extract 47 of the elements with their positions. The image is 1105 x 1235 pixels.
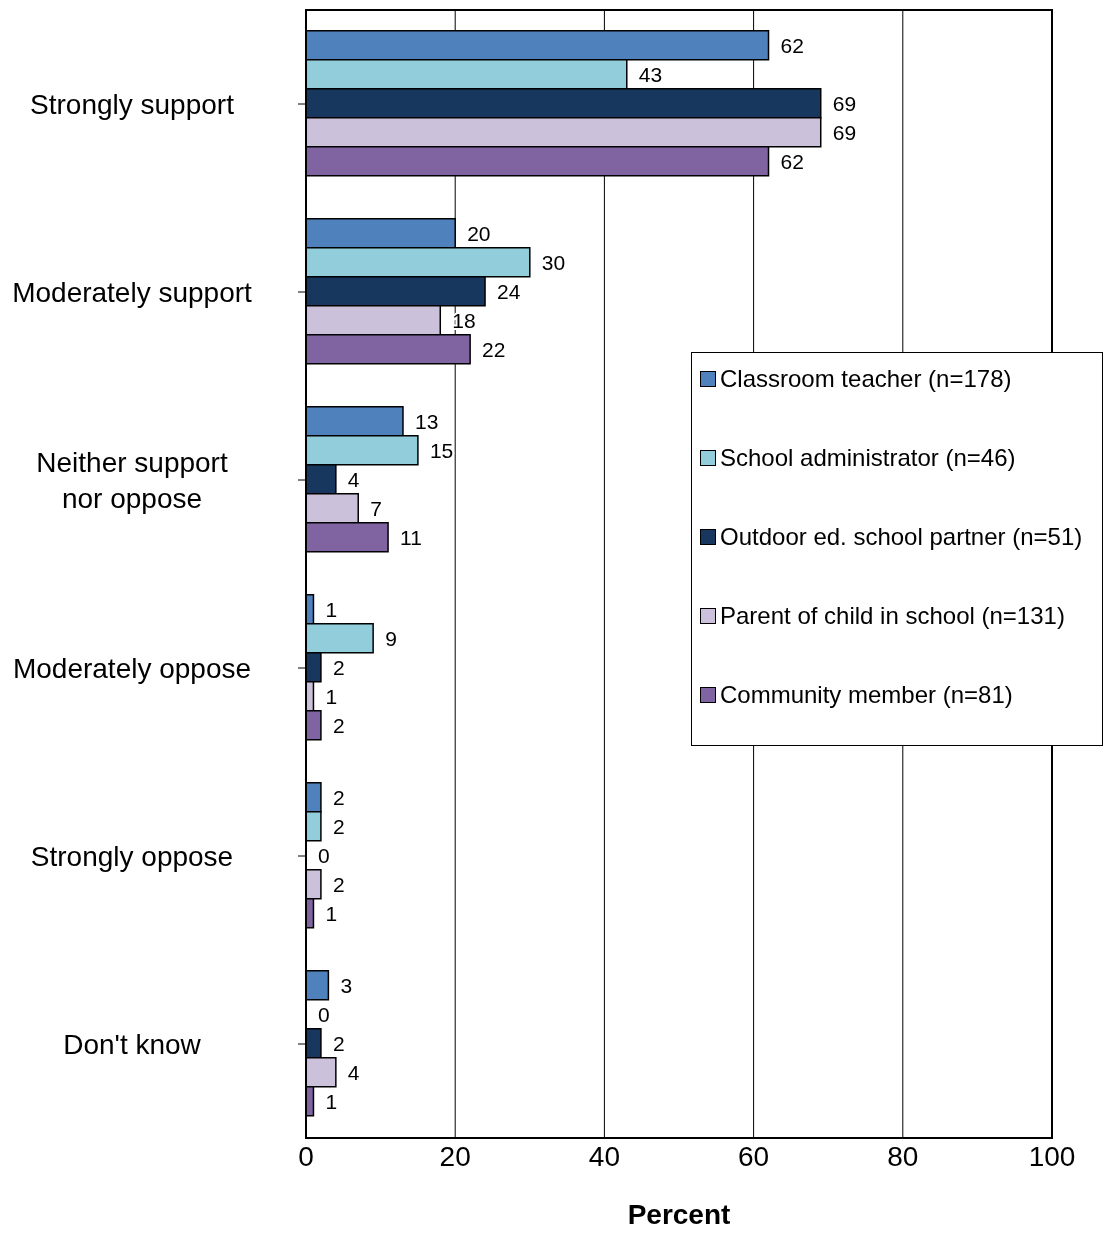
x-tick-label: 20 xyxy=(439,1140,471,1172)
data-label: 2 xyxy=(332,1031,345,1055)
data-label: 1 xyxy=(325,901,338,925)
x-axis-title: Percent xyxy=(627,1199,731,1230)
data-label: 1 xyxy=(325,684,338,708)
data-label: 2 xyxy=(332,872,345,896)
data-label: 22 xyxy=(482,337,506,361)
data-label: 13 xyxy=(414,409,439,433)
x-tick-label: 60 xyxy=(738,1140,770,1172)
data-label: 62 xyxy=(780,33,804,57)
legend-label: Outdoor ed. school partner (n=51) xyxy=(720,522,1084,552)
data-label: 0 xyxy=(318,843,330,867)
y-tick-label: Strongly support xyxy=(30,88,235,120)
x-tick-label: 100 xyxy=(1028,1140,1076,1172)
x-tick-label: 40 xyxy=(588,1140,620,1172)
data-label: 7 xyxy=(370,496,382,520)
data-label: 1 xyxy=(325,597,338,621)
data-label: 62 xyxy=(780,149,804,173)
data-label: 2 xyxy=(332,814,345,838)
legend-label: Parent of child in school (n=131) xyxy=(720,601,1066,631)
data-label: 20 xyxy=(467,221,491,245)
legend-label: Classroom teacher (n=178) xyxy=(720,364,1013,394)
data-label: 2 xyxy=(332,713,345,737)
data-label: 9 xyxy=(385,626,397,650)
y-tick-label: Moderately oppose xyxy=(12,652,252,684)
data-label: 4 xyxy=(347,467,360,491)
y-tick-label: Don't know xyxy=(63,1028,202,1060)
data-label: 30 xyxy=(541,250,566,274)
data-label: 1 xyxy=(325,1089,338,1113)
y-tick-label: Neither support nor oppose xyxy=(36,446,228,514)
data-label: 2 xyxy=(332,655,345,679)
x-tick-label: 80 xyxy=(887,1140,919,1172)
legend-label: Community member (n=81) xyxy=(720,680,1014,710)
data-label: 0 xyxy=(318,1002,330,1026)
data-label: 15 xyxy=(429,438,454,462)
data-label: 3 xyxy=(340,973,353,997)
data-label: 2 xyxy=(332,785,345,809)
x-tick-label: 0 xyxy=(298,1140,314,1172)
data-label: 69 xyxy=(832,120,857,144)
data-label: 43 xyxy=(638,62,663,86)
legend-label: School administrator (n=46) xyxy=(720,443,1017,473)
y-tick-label: Moderately support xyxy=(12,276,253,308)
data-label: 24 xyxy=(497,279,521,303)
data-label: 4 xyxy=(347,1060,360,1084)
data-label: 69 xyxy=(832,91,857,115)
y-tick-label: Strongly oppose xyxy=(30,840,234,872)
data-label: 11 xyxy=(400,525,422,549)
